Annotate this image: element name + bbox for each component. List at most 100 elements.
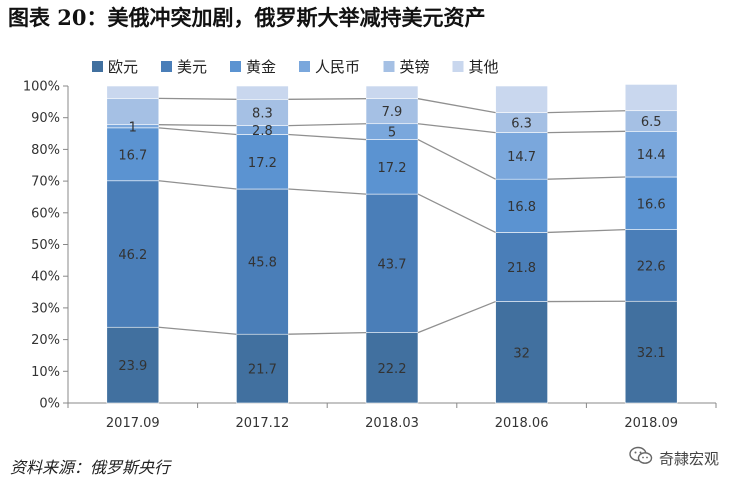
bar-segment-1 [106,326,160,404]
data-label: 5 [388,126,396,141]
data-label: 45.8 [248,256,277,271]
data-label: 22.6 [637,259,666,274]
bar-segment-2 [624,229,678,302]
data-label: 1 [129,120,137,135]
bar-segment-6 [236,85,289,100]
connector-line [158,97,237,100]
data-label: 16.7 [118,148,147,163]
connector-line [158,326,237,335]
bar-segment-6 [624,84,678,112]
y-tick-label: 90% [31,111,60,126]
legend-swatch [452,61,464,72]
legend-swatch [161,61,172,72]
legend-label: 美元 [177,58,207,76]
bar-segment-6 [365,85,419,99]
connector-line [288,331,367,335]
data-label: 43.7 [378,257,407,272]
connector-line [288,188,367,195]
bar-segment-4 [495,132,548,180]
x-tick-label: 2018.03 [365,416,419,431]
y-axis: 0% 10% 20% 30% 40% 50% 60% 70% 80% 90% 100% [23,80,69,412]
connector-line [417,193,496,234]
legend-swatch [299,61,310,72]
bar-segment-2 [236,188,289,335]
data-label: 22.2 [378,362,407,377]
bar-segment-3 [495,178,548,233]
x-tick-label: 2018.06 [495,416,549,431]
watermark-text: 奇隷宏观 [658,449,719,468]
connector-line [288,133,367,141]
bar-segment-6 [495,85,548,113]
data-label: 17.2 [248,156,277,171]
bar-segment-3 [624,176,678,230]
legend-swatch [383,61,395,72]
stacked-bar-chart: 欧元 美元 黄金 人民币 英镑 其他 0% 10% 20% 30% 40% 50% 60% 70% 80%… [23,58,717,431]
connector-line [158,127,237,136]
legend-label: 欧元 [108,58,138,76]
chart-legend: 欧元 美元 黄金 人民币 英镑 其他 [92,58,499,76]
y-tick-label: 100% [23,80,60,95]
y-tick-label: 80% [31,143,60,158]
connector-line [547,110,626,114]
y-tick-label: 0% [39,397,60,412]
series-connector-lines [158,97,626,335]
y-tick-label: 50% [31,238,60,253]
x-tick-label: 2018.09 [624,416,678,431]
connector-line [288,98,367,100]
chart-title: 图表 20：美俄冲突加剧，俄罗斯大举减持美元资产 [8,5,486,30]
connector-line [417,138,496,180]
data-label: 16.6 [637,197,666,212]
x-tick-label: 2017.09 [106,416,160,431]
bar-segments [106,84,678,404]
y-tick-label: 60% [31,206,60,221]
data-label: 7.9 [382,105,403,120]
connector-line [158,180,237,190]
bar-segment-2 [495,232,548,302]
data-label: 23.9 [118,359,147,374]
connector-line [547,130,626,134]
bar-segment-5 [106,98,160,125]
connector-line [547,176,626,180]
bar-segment-1 [624,300,678,404]
y-tick-label: 40% [31,270,60,285]
wechat-icon [629,446,653,470]
bar-segment-1 [236,333,289,404]
legend-swatch [230,61,241,72]
x-axis: 2017.09 2017.12 2018.03 2018.06 2018.09 [67,402,717,431]
data-label: 2.8 [252,124,273,139]
data-label: 14.4 [637,148,666,163]
y-tick-label: 70% [31,175,60,190]
data-labels: 23.9 21.7 22.232 32.146.245.8 43.7 21.8 22.616… [118,105,665,377]
bar-segment-3 [106,127,160,182]
legend-swatch [92,61,103,72]
data-label: 32.1 [637,346,666,361]
data-label: 8.3 [252,106,273,121]
y-tick-label: 30% [31,301,60,316]
data-label: 46.2 [118,248,147,263]
data-label: 17.2 [378,161,407,176]
y-tick-label: 20% [31,333,60,348]
connector-line [417,123,496,134]
bar-segment-5 [236,99,289,126]
bar-segment-2 [106,180,160,328]
legend-label: 其他 [469,58,499,76]
x-tick-label: 2017.12 [236,416,290,431]
data-label: 32 [513,346,530,361]
legend-label: 黄金 [246,58,276,76]
connector-line [158,124,237,127]
bar-segment-3 [236,134,289,190]
watermark: 奇隷宏观 [629,446,719,470]
legend-label: 人民币 [315,58,360,76]
data-label: 21.8 [507,261,536,276]
data-label: 16.8 [507,200,536,215]
connector-line [288,123,367,127]
data-label: 6.3 [511,117,532,132]
bar-segment-1 [365,332,419,404]
data-label: 6.5 [641,115,662,130]
source-note: 资料来源：俄罗斯央行 [10,458,171,477]
bar-segment-6 [106,85,160,99]
bar-segment-4 [624,131,678,178]
bar-segment-3 [365,139,419,195]
bar-segment-5 [365,98,419,125]
connector-line [417,300,496,334]
